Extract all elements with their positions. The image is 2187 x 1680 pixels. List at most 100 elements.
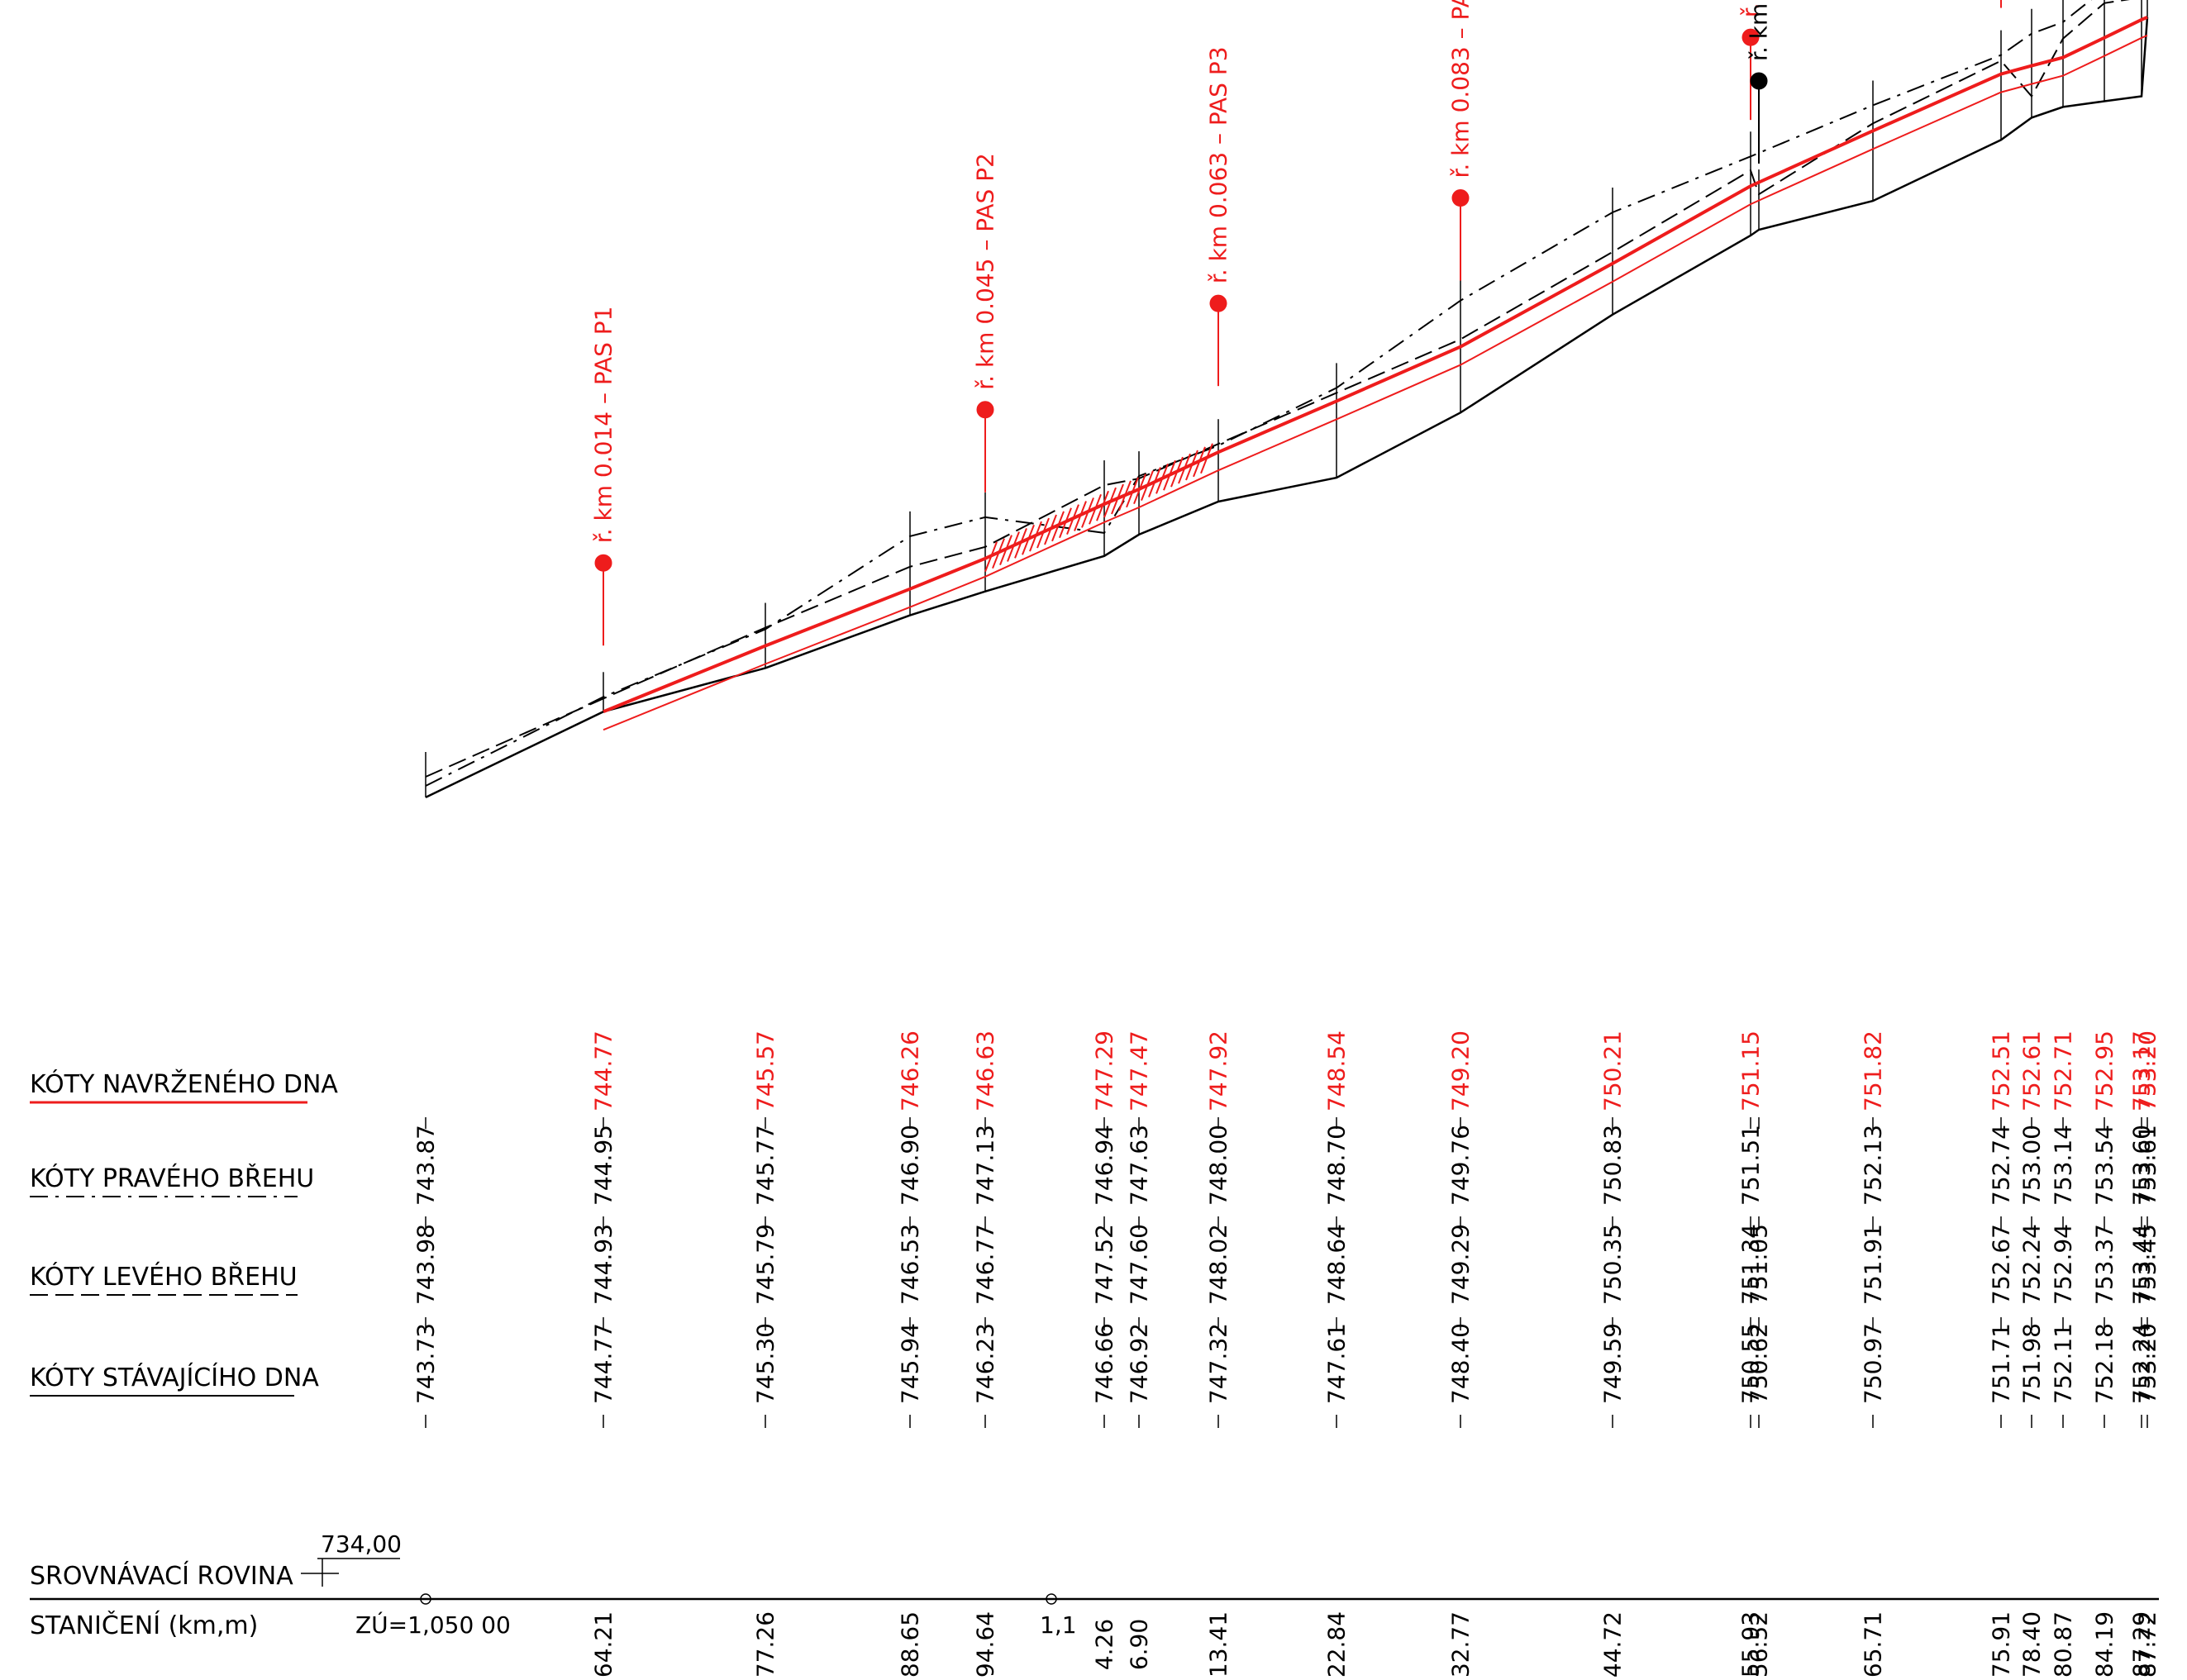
right-bank-value: 749.76 bbox=[1447, 1125, 1475, 1206]
design-bottom-value: 750.21 bbox=[1599, 1030, 1627, 1111]
row-label-existing-bottom: KÓTY STÁVAJÍCÍHO DNA bbox=[30, 1362, 319, 1392]
riffle-hatch bbox=[1029, 521, 1042, 552]
annotation-label: ř. km 0.083 – PAS P4 bbox=[1447, 0, 1475, 178]
annotation-label: ř. km 0.106 – PAS P5 bbox=[1737, 0, 1765, 17]
chainage-value: 94.64 bbox=[972, 1611, 999, 1678]
existing-bottom-value: 750.62 bbox=[1746, 1323, 1773, 1404]
band-table: 743.87 743.98 743.73 744.77 744.95 744.93 744.… bbox=[412, 1030, 2161, 1678]
chainage-value: 77.26 bbox=[752, 1611, 779, 1678]
chainage-value: 4.26 bbox=[1091, 1619, 1118, 1670]
right-bank-value: 744.95 bbox=[590, 1125, 617, 1206]
left-bank-value: 753.44 bbox=[2128, 1224, 2156, 1305]
riffle-hatch bbox=[1170, 456, 1184, 488]
left-bank-value: 745.79 bbox=[752, 1224, 779, 1305]
existing-bottom-value: 746.92 bbox=[1126, 1323, 1153, 1404]
annotation-marker bbox=[594, 554, 612, 572]
existing-bottom-value: 752.18 bbox=[2091, 1323, 2118, 1404]
design-bottom-value: 751.82 bbox=[1860, 1030, 1887, 1111]
riffle-hatch bbox=[1126, 477, 1139, 508]
existing-bottom-value: 746.66 bbox=[1091, 1323, 1118, 1404]
annotations: ř. km 0.014 – PAS P1 ř. km 0.045 – PAS P2… bbox=[590, 0, 2002, 646]
right-bank-value: 753.00 bbox=[2018, 1125, 2046, 1206]
riffle-hatch bbox=[1193, 446, 1206, 478]
riffle-hatch bbox=[1036, 517, 1050, 549]
right-bank-value: 752.74 bbox=[1988, 1125, 2015, 1206]
annotation-marker bbox=[1742, 28, 1760, 46]
riffle-hatch bbox=[1096, 490, 1109, 521]
riffle-hatch bbox=[1044, 514, 1057, 545]
riffle-hatch bbox=[992, 538, 1005, 569]
left-bank-value: 743.98 bbox=[412, 1224, 440, 1305]
existing-bottom-value: 750.55 bbox=[1737, 1323, 1765, 1404]
annotation-label: ř. km 0.063 – PAS P3 bbox=[1205, 46, 1232, 283]
riffle-hatch bbox=[1081, 497, 1094, 528]
existing-bottom-value: 753.20 bbox=[2134, 1323, 2161, 1404]
existing-bottom-line bbox=[425, 17, 2149, 799]
right-bank-value: 753.61 bbox=[2134, 1125, 2161, 1206]
existing-bottom-value: 752.24 bbox=[2128, 1323, 2156, 1404]
chainage-value: 56.52 bbox=[1746, 1611, 1773, 1678]
existing-bottom-value: 748.40 bbox=[1447, 1323, 1475, 1404]
left-bank-value: 751.05 bbox=[1746, 1224, 1773, 1305]
left-bank-value: 753.45 bbox=[2134, 1224, 2161, 1305]
existing-bottom-value: 751.71 bbox=[1988, 1323, 2015, 1404]
chainage-value: 13.41 bbox=[1205, 1611, 1232, 1678]
riffle-hatch bbox=[1022, 524, 1035, 555]
existing-bottom-value: 747.32 bbox=[1205, 1323, 1232, 1404]
right-bank-value: 743.87 bbox=[412, 1125, 440, 1206]
start-marker bbox=[420, 1593, 431, 1605]
left-bank-value: 746.77 bbox=[972, 1224, 999, 1305]
profile-lines bbox=[425, 0, 2149, 799]
riffle-hatch bbox=[1103, 487, 1117, 518]
start-chainage-label: ZÚ=1,050 00 bbox=[355, 1611, 511, 1639]
right-bank-value: 753.54 bbox=[2091, 1125, 2118, 1206]
riffle-hatch bbox=[1185, 450, 1198, 481]
design-bottom-value: 745.57 bbox=[752, 1030, 779, 1111]
riffle-hatch bbox=[1200, 443, 1213, 474]
annotation-label: ř. km 0.045 – PAS P2 bbox=[972, 153, 999, 390]
existing-bottom-value: 745.30 bbox=[752, 1323, 779, 1404]
row-label-right-bank: KÓTY PRAVÉHO BŘEHU bbox=[30, 1163, 314, 1193]
existing-bottom-value: 744.77 bbox=[590, 1323, 617, 1404]
annotation-marker bbox=[1209, 294, 1227, 312]
design-bottom-value: 744.77 bbox=[590, 1030, 617, 1111]
right-bank-value: 748.00 bbox=[1205, 1125, 1232, 1206]
left-bank-line bbox=[425, 0, 2130, 778]
annotation-marker bbox=[1451, 189, 1470, 207]
riffle-hatch bbox=[999, 535, 1012, 565]
left-bank-value: 751.34 bbox=[1737, 1224, 1765, 1305]
riffle-hatch bbox=[1074, 501, 1087, 531]
existing-bottom-value: 750.97 bbox=[1860, 1323, 1887, 1404]
right-bank-value: 746.90 bbox=[897, 1125, 924, 1206]
chainage-value: 87.29 bbox=[2128, 1611, 2156, 1678]
design-bottom-value: 746.26 bbox=[897, 1030, 924, 1111]
design-bottom-value: 749.20 bbox=[1447, 1030, 1475, 1111]
riffle-hatch bbox=[1141, 470, 1154, 501]
right-bank-value: 753.60 bbox=[2128, 1125, 2156, 1206]
chainage-value: 55.93 bbox=[1737, 1611, 1765, 1678]
chainage-value: 78.40 bbox=[2018, 1611, 2046, 1678]
right-bank-value: 748.70 bbox=[1323, 1125, 1351, 1206]
design-bottom-edge-line bbox=[603, 34, 2148, 731]
riffle-hatch bbox=[1051, 511, 1065, 542]
riffle-hatch bbox=[1178, 453, 1191, 484]
left-bank-value: 752.24 bbox=[2018, 1224, 2046, 1305]
riffle-hatch bbox=[1014, 528, 1027, 559]
chainage-value: 87.72 bbox=[2134, 1611, 2161, 1678]
right-bank-value: 747.13 bbox=[972, 1125, 999, 1206]
riffle-hatch bbox=[984, 541, 998, 573]
right-bank-value: 750.83 bbox=[1599, 1125, 1627, 1206]
chainage-value: 44.72 bbox=[1599, 1611, 1627, 1678]
existing-bottom-value: 749.59 bbox=[1599, 1323, 1627, 1404]
row-label-left-bank: KÓTY LEVÉHO BŘEHU bbox=[30, 1261, 298, 1292]
chainage-value: 65.71 bbox=[1860, 1611, 1887, 1678]
chainage-value: 80.87 bbox=[2050, 1611, 2077, 1678]
riffle-hatch bbox=[1133, 474, 1146, 505]
annotation-marker bbox=[976, 401, 994, 419]
annotation-label: ř. km 0.014 – PAS P1 bbox=[590, 307, 617, 544]
right-bank-value: 753.14 bbox=[2050, 1125, 2077, 1206]
design-bottom-value: 752.51 bbox=[1988, 1030, 2015, 1111]
left-bank-value: 748.02 bbox=[1205, 1224, 1232, 1305]
design-bottom-value: 747.29 bbox=[1091, 1030, 1118, 1111]
